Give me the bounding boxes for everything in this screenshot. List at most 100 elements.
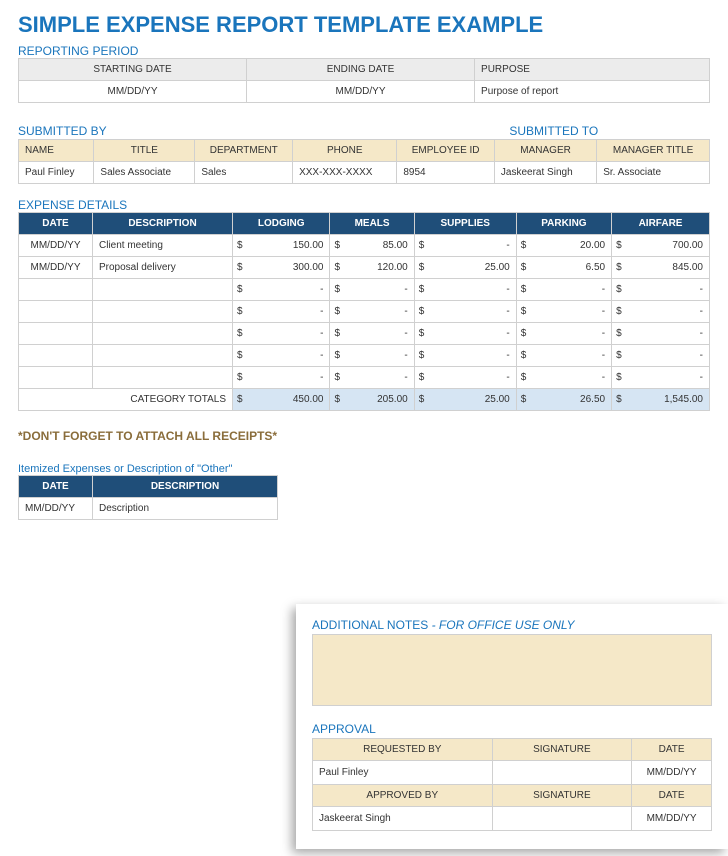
total-lodging: $450.00: [233, 389, 330, 411]
expense-amount: $-: [414, 235, 516, 257]
expense-date: MM/DD/YY: [19, 235, 93, 257]
category-totals-label: CATEGORY TOTALS: [19, 389, 233, 411]
expense-amount: $700.00: [612, 235, 710, 257]
employee-id-value: 8954: [397, 162, 495, 184]
col-employee-id: EMPLOYEE ID: [397, 140, 495, 162]
additional-notes-label: ADDITIONAL NOTES - FOR OFFICE USE ONLY: [312, 618, 712, 632]
expense-amount: $-: [233, 367, 330, 389]
expense-amount: $845.00: [612, 257, 710, 279]
expense-amount: $20.00: [516, 235, 611, 257]
expense-amount: $-: [330, 345, 414, 367]
starting-date-value: MM/DD/YY: [19, 81, 247, 103]
col-approved-by: APPROVED BY: [313, 785, 493, 807]
expense-desc: [93, 301, 233, 323]
itemized-label: Itemized Expenses or Description of "Oth…: [18, 463, 710, 475]
itemized-table: DATE DESCRIPTION MM/DD/YY Description: [18, 475, 278, 520]
additional-notes-box: [312, 634, 712, 706]
expense-amount: $300.00: [233, 257, 330, 279]
expense-row: $-$-$-$-$-: [19, 301, 710, 323]
total-supplies: $25.00: [414, 389, 516, 411]
signature-2-value: [492, 807, 632, 831]
col-ending-date: ENDING DATE: [247, 59, 475, 81]
expense-amount: $120.00: [330, 257, 414, 279]
expense-date: [19, 367, 93, 389]
col-signature-1: SIGNATURE: [492, 739, 632, 761]
itemized-col-date: DATE: [19, 476, 93, 498]
expense-amount: $-: [612, 367, 710, 389]
requested-by-value: Paul Finley: [313, 761, 493, 785]
date-1-value: MM/DD/YY: [632, 761, 712, 785]
expense-date: [19, 345, 93, 367]
expense-desc: [93, 345, 233, 367]
expense-desc: Proposal delivery: [93, 257, 233, 279]
expense-amount: $-: [233, 345, 330, 367]
submitted-by-label: SUBMITTED BY: [18, 124, 509, 138]
expense-row: $-$-$-$-$-: [19, 323, 710, 345]
expense-amount: $-: [330, 279, 414, 301]
approval-table: REQUESTED BY SIGNATURE DATE Paul Finley …: [312, 738, 712, 831]
expense-amount: $-: [414, 301, 516, 323]
expense-amount: $-: [516, 345, 611, 367]
expense-amount: $-: [414, 323, 516, 345]
expense-amount: $-: [414, 279, 516, 301]
submitted-table: NAME TITLE DEPARTMENT PHONE EMPLOYEE ID …: [18, 139, 710, 184]
expense-details-label: EXPENSE DETAILS: [18, 198, 710, 212]
page-title: SIMPLE EXPENSE REPORT TEMPLATE EXAMPLE: [18, 12, 710, 38]
expense-amount: $25.00: [414, 257, 516, 279]
approval-label: APPROVAL: [312, 722, 712, 736]
col-purpose: PURPOSE: [475, 59, 710, 81]
additional-notes-panel: ADDITIONAL NOTES - FOR OFFICE USE ONLY A…: [296, 604, 728, 849]
expense-row: $-$-$-$-$-: [19, 345, 710, 367]
expense-amount: $-: [612, 345, 710, 367]
expense-date: [19, 301, 93, 323]
manager-title-value: Sr. Associate: [597, 162, 710, 184]
expense-amount: $-: [612, 301, 710, 323]
phone-value: XXX-XXX-XXXX: [293, 162, 397, 184]
date-2-value: MM/DD/YY: [632, 807, 712, 831]
expense-row: MM/DD/YYProposal delivery$300.00$120.00$…: [19, 257, 710, 279]
expense-amount: $-: [612, 323, 710, 345]
expense-amount: $-: [233, 279, 330, 301]
itemized-date: MM/DD/YY: [19, 498, 93, 520]
col-meals: MEALS: [330, 213, 414, 235]
expense-amount: $-: [516, 301, 611, 323]
expense-amount: $-: [233, 301, 330, 323]
total-airfare: $1,545.00: [612, 389, 710, 411]
expense-amount: $-: [414, 367, 516, 389]
expense-amount: $-: [330, 367, 414, 389]
col-date-2: DATE: [632, 785, 712, 807]
col-phone: PHONE: [293, 140, 397, 162]
department-value: Sales: [195, 162, 293, 184]
col-name: NAME: [19, 140, 94, 162]
col-supplies: SUPPLIES: [414, 213, 516, 235]
expense-amount: $-: [330, 323, 414, 345]
col-requested-by: REQUESTED BY: [313, 739, 493, 761]
col-lodging: LODGING: [233, 213, 330, 235]
submitted-to-label: SUBMITTED TO: [509, 124, 710, 138]
expense-amount: $-: [233, 323, 330, 345]
col-title: TITLE: [94, 140, 195, 162]
signature-1-value: [492, 761, 632, 785]
col-airfare: AIRFARE: [612, 213, 710, 235]
col-parking: PARKING: [516, 213, 611, 235]
col-starting-date: STARTING DATE: [19, 59, 247, 81]
manager-value: Jaskeerat Singh: [494, 162, 596, 184]
expense-desc: Client meeting: [93, 235, 233, 257]
expense-amount: $-: [414, 345, 516, 367]
col-date: DATE: [19, 213, 93, 235]
col-department: DEPARTMENT: [195, 140, 293, 162]
col-manager-title: MANAGER TITLE: [597, 140, 710, 162]
expense-date: [19, 279, 93, 301]
purpose-value: Purpose of report: [475, 81, 710, 103]
expense-row: MM/DD/YYClient meeting$150.00$85.00$-$20…: [19, 235, 710, 257]
name-value: Paul Finley: [19, 162, 94, 184]
expense-amount: $-: [330, 301, 414, 323]
expense-desc: [93, 367, 233, 389]
total-parking: $26.50: [516, 389, 611, 411]
expense-date: [19, 323, 93, 345]
itemized-desc: Description: [93, 498, 278, 520]
receipts-note: *DON'T FORGET TO ATTACH ALL RECEIPTS*: [18, 429, 710, 443]
expense-row: $-$-$-$-$-: [19, 367, 710, 389]
approved-by-value: Jaskeerat Singh: [313, 807, 493, 831]
reporting-period-label: REPORTING PERIOD: [18, 44, 710, 58]
